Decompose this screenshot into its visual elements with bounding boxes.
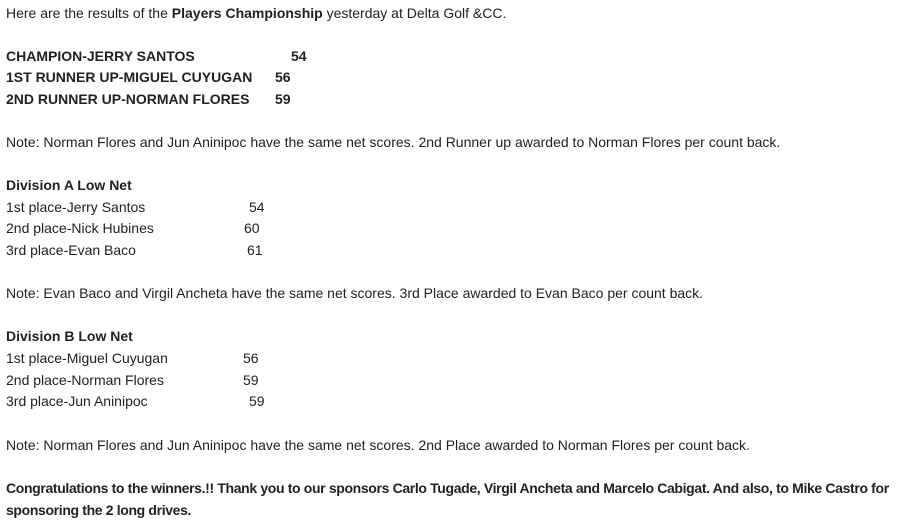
division-a-row-label: 3rd place-Evan Baco — [6, 242, 136, 258]
division-b-row-label: 2nd place-Norman Flores — [6, 372, 164, 388]
second-runner-up-score: 59 — [275, 91, 291, 107]
note-division-b: Note: Norman Flores and Jun Aninipoc hav… — [6, 437, 750, 453]
champion-score: 54 — [291, 48, 307, 64]
note-division-a: Note: Evan Baco and Virgil Ancheta have … — [6, 285, 704, 301]
division-a-row-label: 1st place-Jerry Santos — [6, 199, 146, 215]
division-a-row-label: 2nd place-Nick Hubines — [6, 220, 154, 236]
division-b-row-score: 59 — [243, 372, 259, 388]
division-b-row-score: 59 — [249, 393, 265, 409]
division-a-title: Division A Low Net — [6, 177, 132, 193]
first-runner-up-label: 1ST RUNNER UP-MIGUEL CUYUGAN — [6, 69, 253, 85]
intro-paragraph: Here are the results of the Players Cham… — [6, 3, 506, 23]
event-name: Players Championship — [171, 5, 323, 21]
intro-text: Here are the results of the — [6, 5, 172, 21]
intro-venue-text: yesterday at Delta Golf &CC. — [322, 5, 507, 21]
division-a-row-score: 60 — [244, 220, 260, 236]
champion-label: CHAMPION-JERRY SANTOS — [6, 48, 195, 64]
division-a-row-score: 61 — [247, 242, 263, 258]
division-b-row-score: 56 — [243, 350, 259, 366]
second-runner-up-label: 2ND RUNNER UP-NORMAN FLORES — [6, 91, 250, 107]
division-b-title: Division B Low Net — [6, 328, 133, 344]
division-b-row-label: 3rd place-Jun Aninipoc — [6, 393, 148, 409]
first-runner-up-score: 56 — [275, 69, 291, 85]
closing-paragraph: Congratulations to the winners.!! Thank … — [6, 480, 889, 518]
division-a-row-score: 54 — [249, 199, 265, 215]
division-b-row-label: 1st place-Miguel Cuyugan — [6, 350, 168, 366]
note-overall: Note: Norman Flores and Jun Aninipoc hav… — [6, 134, 781, 150]
